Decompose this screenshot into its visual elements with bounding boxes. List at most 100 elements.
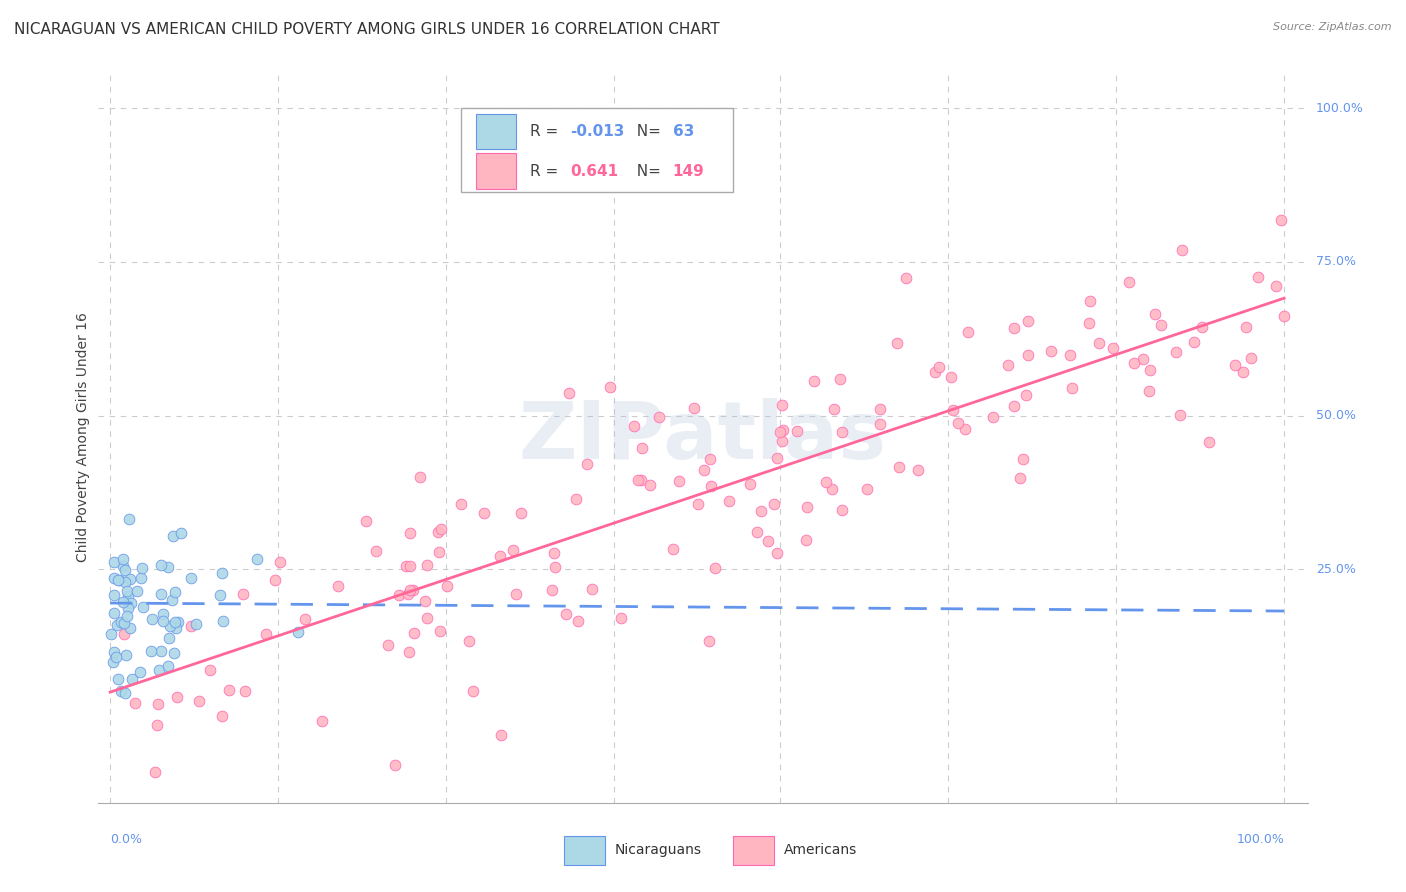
- Point: [388, 589, 411, 603]
- Point: [1234, 320, 1257, 334]
- Point: [766, 546, 789, 560]
- Point: [543, 559, 565, 574]
- Point: [287, 624, 309, 639]
- Point: [150, 558, 173, 572]
- Point: [165, 621, 187, 635]
- Point: [717, 494, 740, 508]
- Point: [115, 583, 138, 598]
- Point: [129, 665, 152, 680]
- Point: [869, 417, 891, 431]
- Text: 149: 149: [672, 163, 704, 178]
- Point: [749, 503, 772, 517]
- Point: [1059, 349, 1081, 363]
- Point: [1080, 294, 1102, 309]
- Point: [756, 534, 779, 549]
- Point: [1270, 212, 1292, 227]
- Point: [396, 587, 419, 601]
- Point: [112, 615, 135, 630]
- Point: [166, 690, 188, 704]
- Point: [869, 401, 891, 416]
- Point: [856, 482, 879, 496]
- Point: [163, 646, 186, 660]
- Point: [180, 619, 202, 633]
- Point: [118, 621, 141, 635]
- Point: [738, 476, 761, 491]
- Point: [770, 434, 793, 449]
- Point: [112, 552, 135, 566]
- Point: [156, 659, 179, 673]
- Text: ZIPatlas: ZIPatlas: [519, 398, 887, 476]
- Point: [983, 409, 1005, 424]
- Point: [143, 765, 166, 780]
- Point: [1171, 243, 1194, 257]
- Point: [398, 645, 420, 659]
- Point: [121, 672, 143, 686]
- Point: [786, 425, 808, 439]
- Point: [399, 559, 422, 574]
- Point: [124, 696, 146, 710]
- Point: [541, 582, 564, 597]
- Point: [830, 372, 852, 386]
- Point: [668, 474, 690, 488]
- Text: R =: R =: [530, 124, 564, 139]
- Point: [772, 423, 794, 437]
- Point: [1088, 335, 1111, 350]
- FancyBboxPatch shape: [475, 153, 516, 188]
- Point: [924, 365, 946, 379]
- Point: [599, 380, 621, 394]
- Point: [254, 627, 277, 641]
- Point: [114, 686, 136, 700]
- Point: [472, 506, 495, 520]
- Point: [399, 582, 422, 597]
- Point: [115, 608, 138, 623]
- Point: [399, 525, 422, 540]
- Point: [117, 601, 139, 615]
- Point: [141, 643, 163, 657]
- Point: [269, 555, 291, 569]
- Point: [103, 588, 125, 602]
- Text: 100.0%: 100.0%: [1316, 102, 1364, 115]
- Point: [1191, 320, 1213, 334]
- Text: N=: N=: [627, 163, 665, 178]
- Point: [118, 512, 141, 526]
- Text: Americans: Americans: [785, 843, 858, 857]
- Point: [1017, 348, 1039, 362]
- Point: [409, 469, 432, 483]
- Point: [821, 482, 844, 496]
- Point: [152, 607, 174, 621]
- Point: [502, 542, 524, 557]
- Point: [156, 560, 179, 574]
- Point: [180, 571, 202, 585]
- Point: [118, 572, 141, 586]
- Text: Nicaraguans: Nicaraguans: [614, 843, 702, 857]
- Point: [395, 559, 418, 574]
- Point: [488, 549, 510, 563]
- Point: [623, 418, 645, 433]
- Point: [160, 592, 183, 607]
- Point: [1225, 358, 1247, 372]
- Point: [377, 638, 399, 652]
- Point: [450, 498, 472, 512]
- Text: 50.0%: 50.0%: [1316, 409, 1355, 422]
- Point: [1272, 309, 1295, 323]
- Point: [576, 457, 599, 471]
- Point: [704, 561, 727, 575]
- Point: [803, 374, 825, 388]
- Point: [187, 694, 209, 708]
- Point: [120, 595, 142, 609]
- Point: [997, 358, 1019, 372]
- Point: [141, 612, 163, 626]
- Point: [402, 626, 425, 640]
- Point: [648, 409, 671, 424]
- Point: [427, 525, 450, 540]
- Point: [1182, 334, 1205, 349]
- Point: [766, 451, 789, 466]
- Point: [1150, 318, 1173, 333]
- Point: [429, 624, 451, 639]
- Point: [886, 336, 908, 351]
- Point: [103, 555, 125, 569]
- Point: [1137, 384, 1160, 399]
- Point: [146, 698, 169, 712]
- Point: [1002, 399, 1025, 413]
- Point: [1198, 435, 1220, 450]
